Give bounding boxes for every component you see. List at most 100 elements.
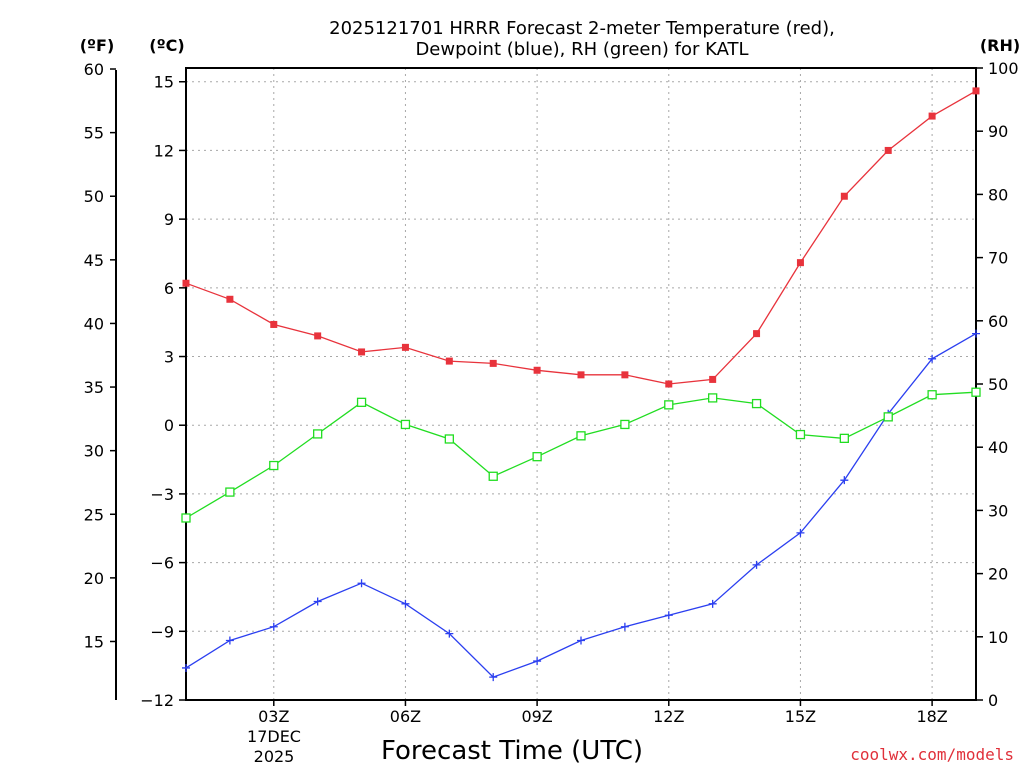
series-layer <box>181 87 981 682</box>
rh-point <box>488 471 498 481</box>
fahrenheit-tick-label: 40 <box>84 314 104 333</box>
rh-point <box>927 390 937 400</box>
fahrenheit-axis: 60 55 50 45 40 35 30 25 20 15 <box>84 60 116 651</box>
date-day-label: 17DEC <box>247 727 301 746</box>
dewpoint-point <box>533 657 542 666</box>
celsius-tick-label: 9 <box>164 210 174 229</box>
fahrenheit-tick-label: 25 <box>84 505 104 524</box>
x-tick-label: 03Z <box>258 707 289 726</box>
dewpoint-point <box>840 476 849 485</box>
rh-tick-label: 90 <box>988 122 1008 141</box>
fahrenheit-tick-label: 60 <box>84 60 104 79</box>
plot-frame <box>185 67 977 701</box>
x-tick-label: 12Z <box>653 707 684 726</box>
dewpoint-point <box>445 629 454 638</box>
gridlines <box>186 68 976 700</box>
rh-tick-label: 50 <box>988 375 1008 394</box>
dewpoint-line <box>185 333 977 678</box>
dewpoint-point <box>225 636 234 645</box>
rh-point <box>356 397 367 407</box>
2-meter-temperature-line <box>185 90 977 385</box>
rh-point <box>751 398 762 409</box>
rh-tick-label: 30 <box>988 501 1008 520</box>
2-meter-temperature-point <box>753 330 761 338</box>
2-meter-temperature-point <box>182 279 190 287</box>
rh-point <box>400 419 411 430</box>
rh-point <box>708 393 718 403</box>
2-meter-temperature-point <box>533 366 541 374</box>
dewpoint-point <box>972 329 980 338</box>
celsius-tick-label: −9 <box>150 622 174 641</box>
2-meter-temperature-point <box>928 112 936 120</box>
x-axis-title: Forecast Time (UTC) <box>381 736 643 766</box>
celsius-tick-label: −12 <box>140 691 174 710</box>
fahrenheit-tick-label: 50 <box>84 187 104 206</box>
2-meter-temperature-point <box>577 371 585 379</box>
chart-title-line-2: Dewpoint (blue), RH (green) for KATL <box>415 39 748 60</box>
rh-point <box>181 513 191 523</box>
x-tick-label: 09Z <box>521 707 552 726</box>
2-meter-temperature-point <box>358 348 366 356</box>
rh-unit-label: (RH) <box>980 36 1020 55</box>
dewpoint-point <box>664 611 673 620</box>
x-tick-label: 18Z <box>916 707 947 726</box>
dewpoint-point <box>620 622 629 631</box>
celsius-axis: 15 12 9 6 3 0 −3 −6 −9 −12 <box>140 73 186 710</box>
celsius-tick-label: 15 <box>154 73 174 92</box>
dewpoint-point <box>928 354 937 363</box>
dewpoint-point <box>182 663 190 672</box>
fahrenheit-tick-label: 15 <box>84 632 104 651</box>
rh-point <box>444 434 454 444</box>
rh-point <box>620 419 630 430</box>
2-meter-temperature-point <box>621 371 629 379</box>
x-axis: 03Z 06Z 09Z 12Z 15Z 18Z <box>258 700 948 726</box>
date-year-label: 2025 <box>254 747 295 766</box>
2-meter-temperature-point <box>489 359 497 367</box>
celsius-tick-label: −3 <box>150 485 174 504</box>
fahrenheit-tick-label: 45 <box>84 251 104 270</box>
rh-point <box>839 433 849 444</box>
rh-tick-label: 70 <box>988 249 1008 268</box>
2-meter-temperature-point <box>445 357 453 365</box>
dewpoint-point <box>577 636 585 645</box>
celsius-tick-label: −6 <box>150 554 174 573</box>
fahrenheit-tick-label: 35 <box>84 378 104 397</box>
watermark-link[interactable]: coolwx.com/models <box>850 745 1014 764</box>
rh-point <box>225 487 235 497</box>
rh-point <box>971 387 981 397</box>
dewpoint-point <box>708 599 717 608</box>
fahrenheit-tick-label: 30 <box>84 442 104 461</box>
rh-point <box>883 412 893 422</box>
dewpoint-point <box>489 673 498 682</box>
rh-point <box>269 460 279 471</box>
fahrenheit-tick-label: 20 <box>84 569 104 588</box>
rh-tick-label: 80 <box>988 185 1008 204</box>
2-meter-temperature-point <box>884 146 892 154</box>
rh-tick-label: 10 <box>988 628 1008 647</box>
2-meter-temperature-point <box>665 380 673 388</box>
dewpoint-point <box>401 599 410 608</box>
dewpoint-point <box>796 528 805 537</box>
rh-line <box>185 391 977 519</box>
2-meter-temperature-point <box>796 259 804 267</box>
2-meter-temperature-point <box>226 295 234 303</box>
rh-point <box>576 431 586 441</box>
2-meter-temperature-point <box>840 192 848 200</box>
2-meter-temperature-point <box>314 332 322 340</box>
chart-title-line-1: 2025121701 HRRR Forecast 2-meter Tempera… <box>329 18 835 39</box>
2-meter-temperature-point <box>972 87 980 95</box>
x-tick-label: 15Z <box>785 707 816 726</box>
dewpoint-point <box>313 597 322 606</box>
dewpoint-point <box>269 622 278 631</box>
rh-point <box>664 400 674 410</box>
celsius-tick-label: 6 <box>164 279 174 298</box>
2-meter-temperature-point <box>401 343 409 351</box>
rh-point <box>795 429 806 440</box>
celsius-tick-label: 12 <box>154 141 174 160</box>
celsius-tick-label: 3 <box>164 348 174 367</box>
fahrenheit-unit-label: (ºF) <box>80 36 115 55</box>
rh-point <box>313 429 323 439</box>
celsius-unit-label: (ºC) <box>149 36 184 55</box>
